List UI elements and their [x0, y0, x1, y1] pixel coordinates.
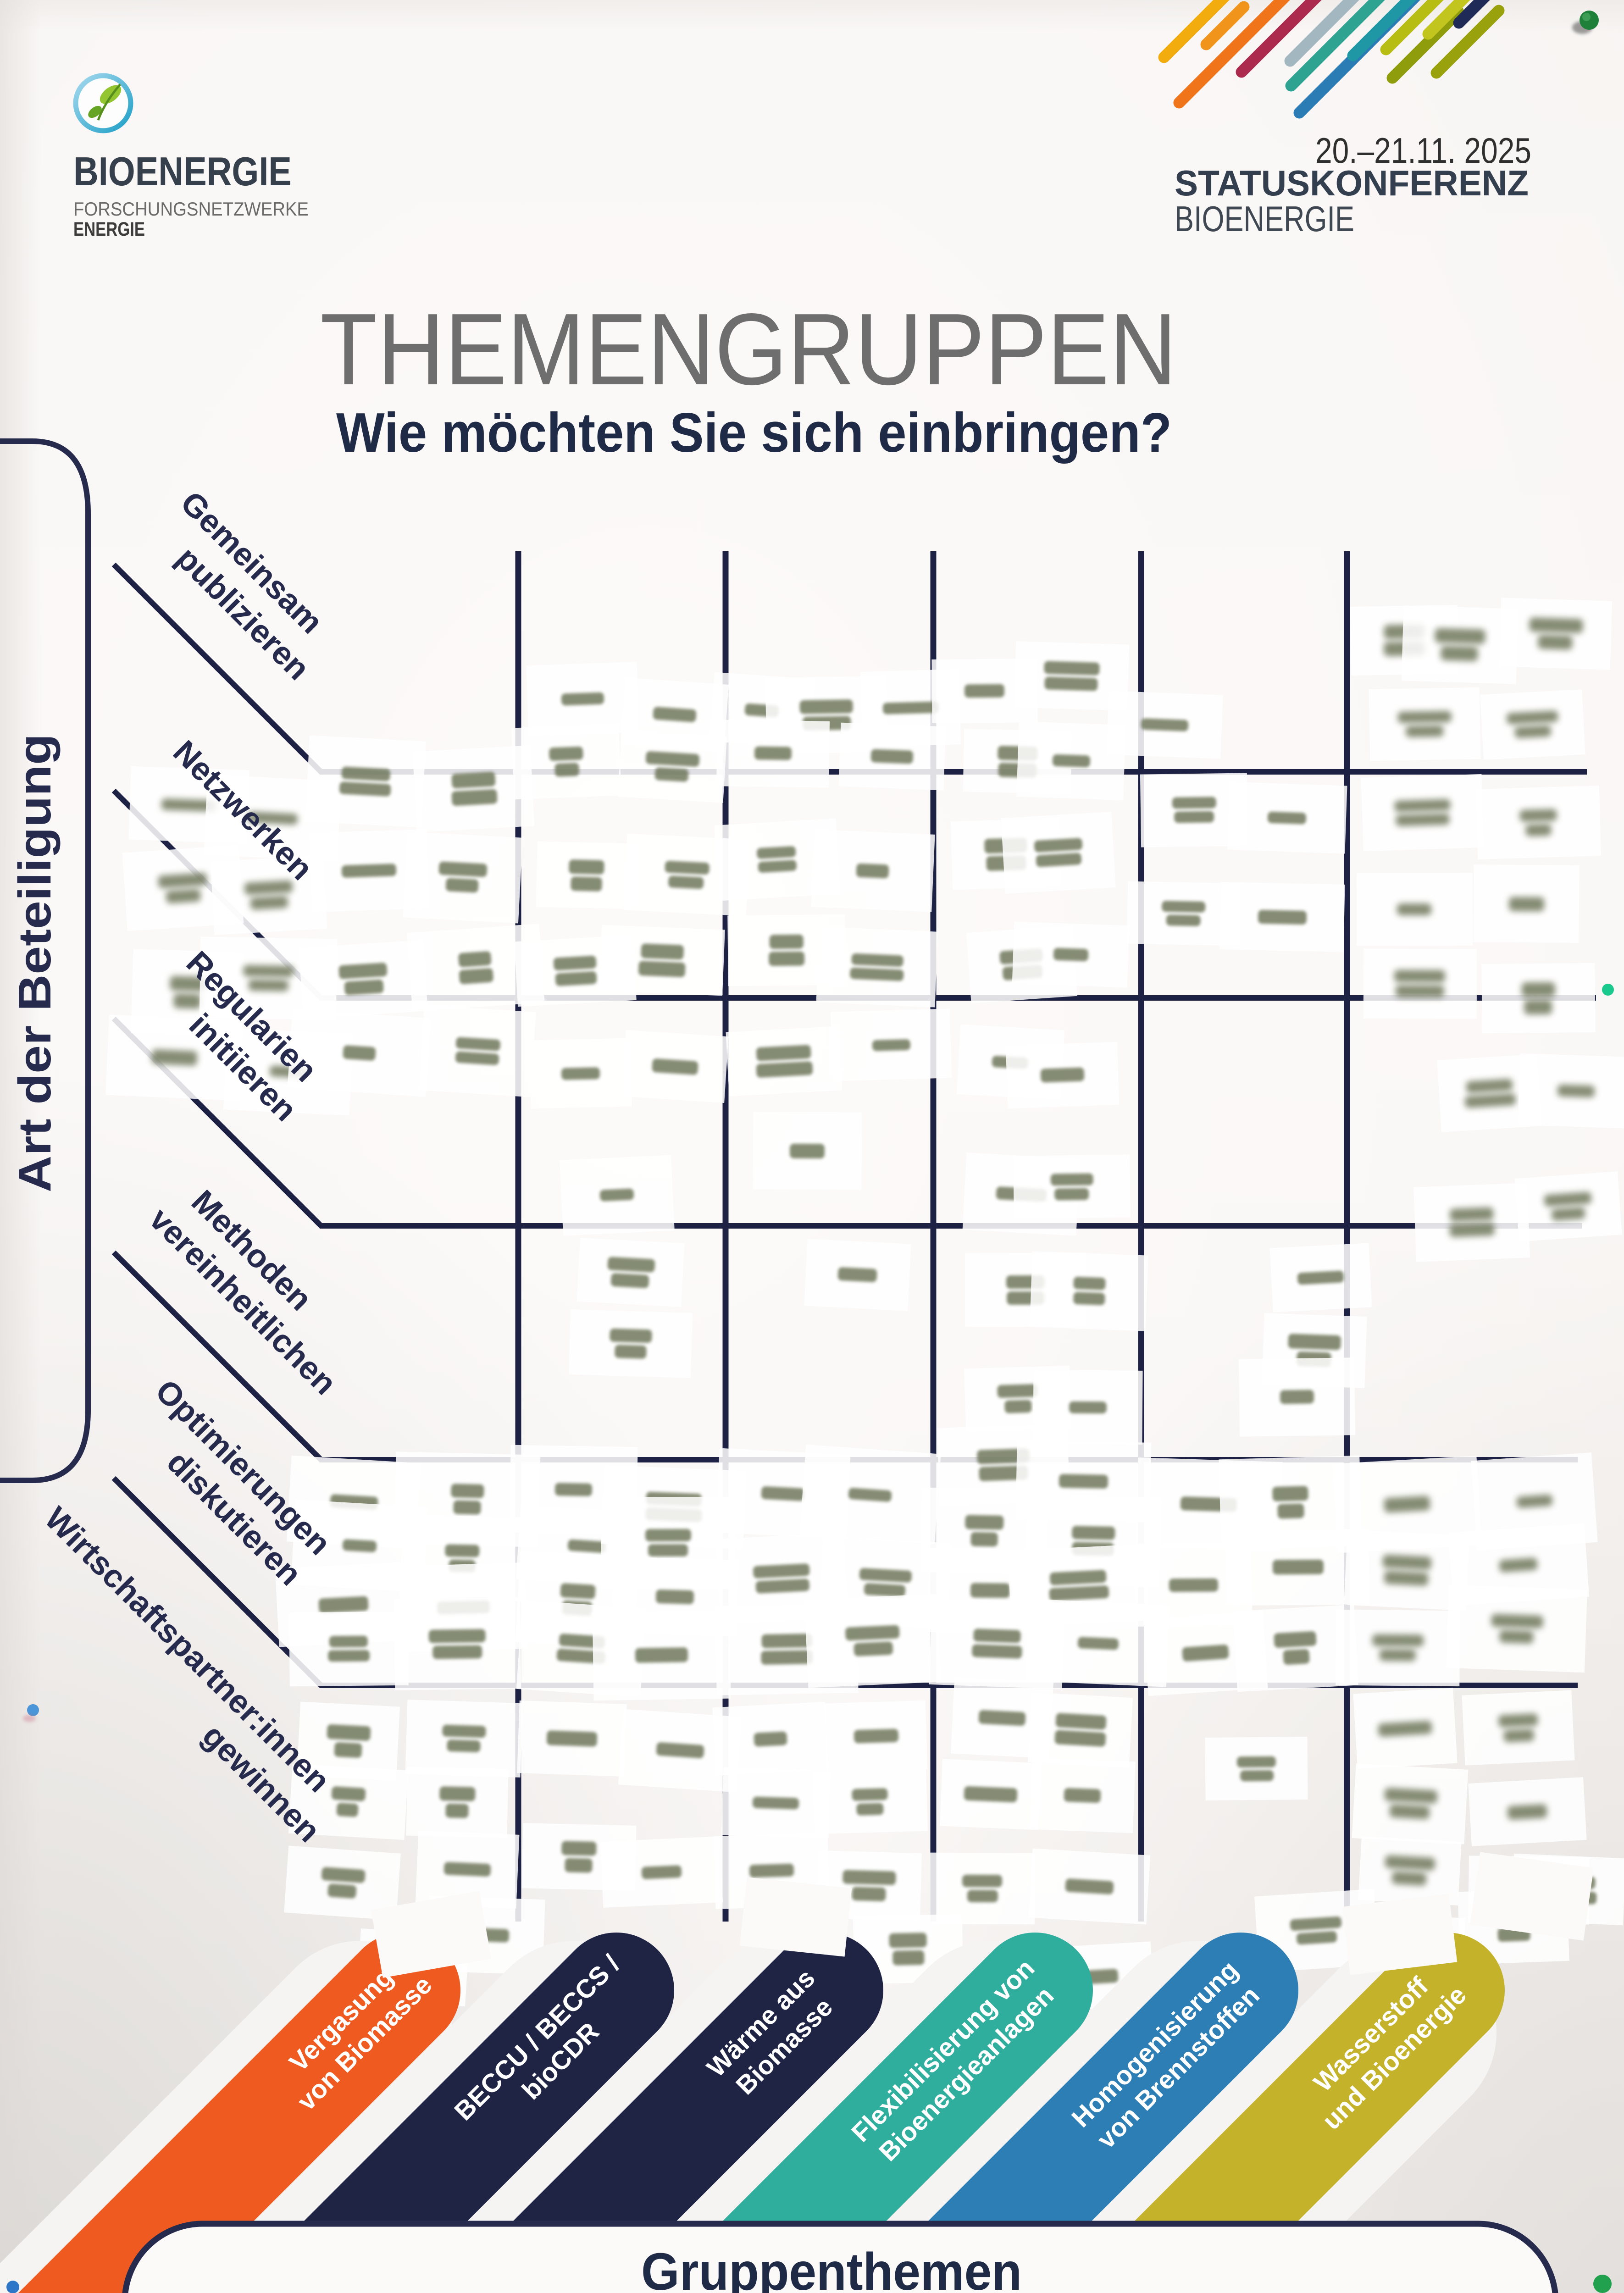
svg-text:Gruppenthemen: Gruppenthemen [641, 2243, 1022, 2293]
svg-text:THEMENGRUPPEN: THEMENGRUPPEN [320, 293, 1177, 406]
svg-text:20.–21.11. 2025: 20.–21.11. 2025 [1315, 130, 1531, 171]
svg-text:FORSCHUNGSNETZWERKE: FORSCHUNGSNETZWERKE [73, 198, 309, 220]
svg-text:Art der Beteiligung: Art der Beteiligung [9, 734, 61, 1192]
svg-text:ENERGIE: ENERGIE [73, 218, 145, 240]
svg-text:Wie möchten Sie sich einbringe: Wie möchten Sie sich einbringen? [336, 401, 1172, 464]
svg-text:STATUSKONFERENZ: STATUSKONFERENZ [1175, 163, 1529, 203]
svg-text:BIOENERGIE: BIOENERGIE [1175, 199, 1354, 239]
svg-text:BIOENERGIE: BIOENERGIE [73, 149, 292, 194]
